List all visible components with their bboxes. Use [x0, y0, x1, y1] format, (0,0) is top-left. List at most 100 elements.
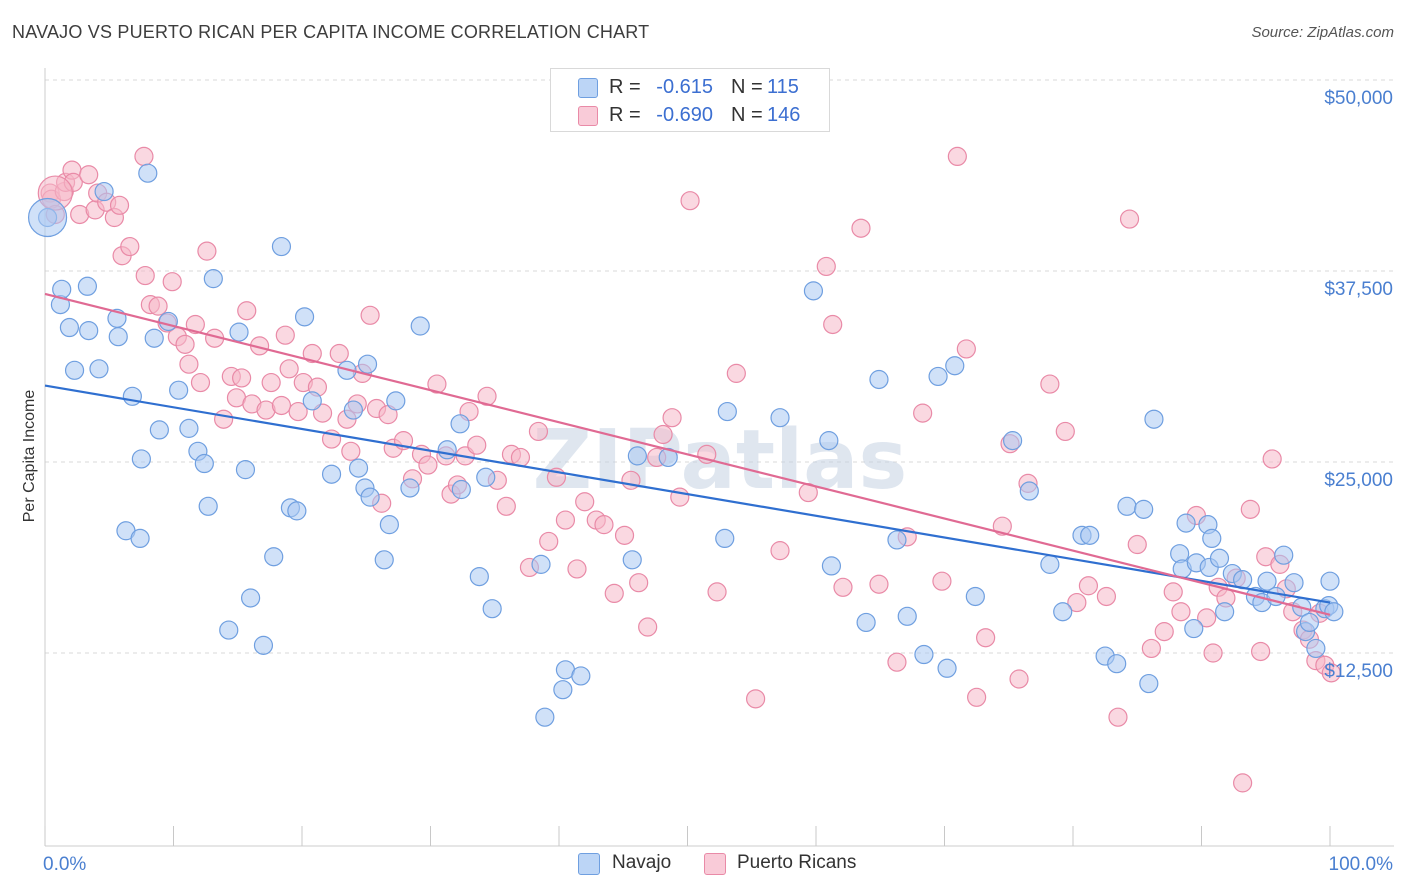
data-point: [1209, 548, 1230, 568]
data-point: [1257, 571, 1277, 591]
data-point: [418, 455, 438, 475]
data-point: [1306, 638, 1326, 659]
data-point: [329, 343, 349, 364]
data-point: [869, 369, 889, 390]
data-point: [496, 496, 516, 516]
data-point: [476, 467, 496, 487]
data-point: [629, 573, 649, 593]
data-point: [1078, 576, 1099, 596]
puerto-ricans-swatch: [578, 106, 598, 126]
data-point: [914, 644, 934, 665]
data-point: [823, 314, 843, 335]
data-point: [467, 435, 487, 455]
data-point: [992, 516, 1012, 536]
data-point: [77, 276, 98, 296]
data-point: [1163, 582, 1183, 602]
data-point: [746, 689, 766, 709]
data-point-cluster: [27, 197, 68, 238]
x-tick-labels: 0.0% 100.0%: [43, 854, 1393, 875]
data-point: [1215, 602, 1235, 622]
x-tick-label: 0.0%: [43, 854, 86, 875]
data-point: [535, 707, 555, 727]
data-point: [1119, 209, 1140, 229]
data-point: [229, 322, 249, 342]
data-point: [555, 510, 576, 530]
data-point: [348, 458, 369, 478]
data-point: [450, 414, 470, 434]
data-point: [288, 401, 308, 422]
data-point: [1284, 573, 1304, 593]
data-point: [928, 366, 948, 387]
data-point: [1127, 534, 1147, 555]
data-point: [1019, 481, 1039, 501]
data-point: [715, 528, 735, 549]
data-point: [1108, 707, 1128, 727]
data-point: [1233, 773, 1253, 793]
data-point: [1262, 449, 1282, 469]
data-point: [1251, 641, 1271, 662]
data-point: [287, 501, 307, 521]
data-point: [1154, 622, 1174, 642]
data-point: [528, 421, 549, 442]
data-point: [614, 525, 635, 545]
data-point: [279, 359, 299, 379]
data-point: [567, 559, 587, 579]
y-tick-label: $25,000: [1324, 470, 1393, 491]
data-point: [1184, 618, 1204, 639]
data-point: [967, 687, 987, 707]
data-point: [162, 272, 182, 292]
data-point: [937, 658, 957, 678]
data-point: [175, 334, 195, 354]
data-point: [851, 218, 871, 238]
data-point: [198, 496, 218, 516]
r-value: -0.615: [656, 76, 713, 98]
data-point: [379, 515, 399, 535]
legend-row-navajo: R = -0.615 N = 115: [551, 73, 829, 101]
data-point: [1141, 638, 1161, 659]
data-point: [235, 460, 256, 480]
y-tick-label: $12,500: [1324, 661, 1393, 682]
data-point: [122, 386, 142, 406]
data-point: [271, 236, 292, 257]
data-point: [1321, 663, 1341, 683]
data-point: [1134, 499, 1154, 519]
data-point: [131, 449, 151, 469]
n-value: 146: [767, 104, 801, 126]
source-label: Source: ZipAtlas.com: [1251, 24, 1394, 41]
data-point: [869, 574, 889, 594]
data-point: [120, 236, 140, 257]
data-point: [707, 582, 727, 602]
data-point: [717, 401, 737, 422]
data-point: [410, 316, 430, 336]
y-tick-labels: $12,500 $25,000 $37,500 $50,000: [1324, 88, 1393, 682]
data-point: [956, 339, 976, 359]
data-point: [194, 453, 214, 474]
data-point: [1324, 602, 1344, 622]
data-point: [79, 320, 99, 341]
data-point: [945, 356, 965, 376]
data-point: [482, 599, 502, 619]
data-point: [803, 281, 824, 301]
data-point: [374, 550, 394, 570]
r-label: R =: [609, 104, 641, 126]
n-label: N =: [731, 76, 763, 98]
data-point: [264, 547, 284, 567]
data-point: [109, 195, 130, 215]
y-tick-label: $50,000: [1324, 88, 1393, 109]
x-ticks: [44, 826, 1331, 846]
data-point: [1080, 525, 1100, 545]
r-value: -0.690: [656, 104, 713, 126]
data-point: [1040, 554, 1060, 574]
data-point: [553, 680, 573, 700]
y-tick-label: $37,500: [1324, 279, 1393, 300]
data-point: [1171, 602, 1191, 622]
data-point: [1299, 612, 1320, 633]
legend-row-puerto-ricans: R = -0.690 N = 146: [551, 101, 829, 129]
data-point: [1274, 545, 1294, 565]
data-point: [94, 181, 114, 202]
data-point: [203, 269, 223, 289]
data-point: [169, 380, 189, 400]
data-point: [726, 363, 746, 383]
data-point: [360, 487, 380, 507]
data-point: [539, 531, 559, 552]
